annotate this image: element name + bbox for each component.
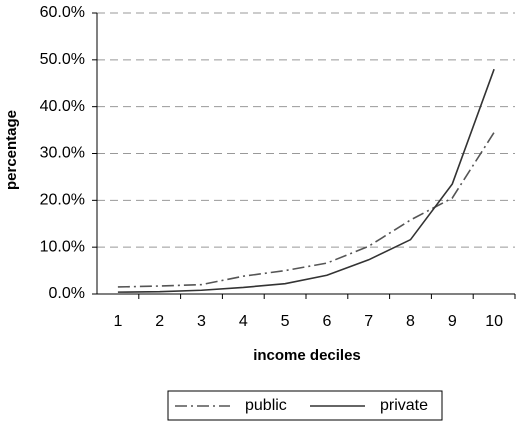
x-tick-label: 9 [448,313,457,330]
y-tick-label: 10.0% [40,238,85,255]
x-tick-label: 4 [239,313,248,330]
x-tick-label: 7 [364,313,373,330]
y-tick-label: 60.0% [40,4,85,21]
x-tick-label: 10 [485,313,503,330]
y-tick-label: 30.0% [40,145,85,162]
y-tick-label: 50.0% [40,51,85,68]
x-tick-label: 6 [322,313,331,330]
line-series [117,131,495,288]
y-tick-label: 40.0% [40,98,85,115]
y-tick-label: 20.0% [40,192,85,209]
x-tick-label: 1 [113,313,122,330]
y-axis-title: percentage [3,110,20,190]
legend-label: public [245,397,287,414]
x-axis-title: income deciles [253,347,361,364]
x-tick-label: 3 [197,313,206,330]
legend-label: private [380,397,428,414]
y-tick-label: 0.0% [49,285,85,302]
x-tick-label: 8 [406,313,415,330]
line-series [117,68,495,293]
x-tick-label: 5 [281,313,290,330]
x-tick-label: 2 [155,313,164,330]
